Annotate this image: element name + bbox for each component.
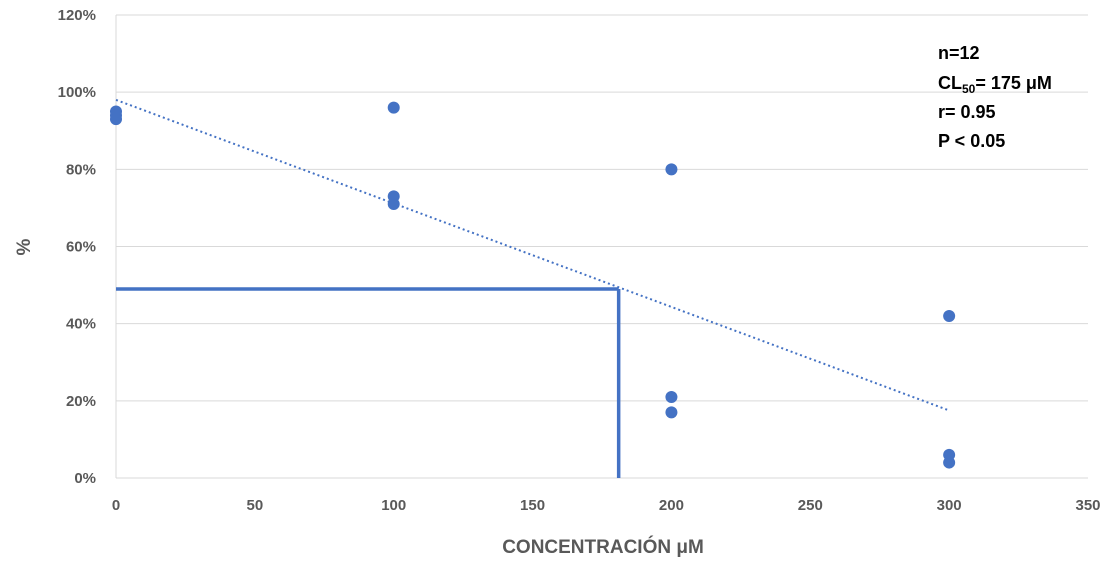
annotation-r: r= 0.95 [938,102,996,122]
y-tick-label: 80% [66,161,96,178]
x-tick-label: 350 [1075,497,1100,514]
x-tick-label: 200 [659,497,684,514]
data-point [665,406,678,419]
annotation-box: n=12 CL50= 175 μM r= 0.95 P < 0.05 [938,43,1052,151]
data-point [110,113,122,126]
annotation-cl-value: = 175 μM [975,73,1052,93]
annotation-p: P < 0.05 [938,131,1005,151]
y-tick-labels: 0% 20% 40% 60% 80% 100% 120% [58,7,96,487]
trendline [115,98,950,412]
data-point [665,390,678,403]
x-tick-label: 0 [112,497,120,514]
x-axis-title: CONCENTRACIÓN μM [502,536,704,558]
annotation-cl50: CL50= 175 μM [938,73,1052,96]
data-point [387,198,400,211]
x-tick-label: 100 [381,497,406,514]
lc50-marker-layer [116,287,621,478]
data-points [110,101,956,469]
data-point [387,101,400,114]
y-tick-label: 20% [66,393,96,410]
x-tick-labels: 0 50 100 150 200 250 300 350 [112,497,1101,514]
data-point [943,456,956,469]
trendline-layer [115,98,950,412]
x-tick-label: 50 [247,497,264,514]
annotation-cl-sub: 50 [962,82,976,96]
y-tick-label: 40% [66,316,96,333]
y-tick-label: 100% [58,84,96,101]
y-tick-label: 120% [58,7,96,24]
x-tick-label: 150 [520,497,545,514]
x-tick-label: 300 [937,497,962,514]
annotation-cl-prefix: CL [938,73,962,93]
y-tick-label: 60% [66,239,96,256]
x-tick-label: 250 [798,497,823,514]
annotation-n: n=12 [938,43,980,63]
y-tick-label: 0% [74,470,96,487]
gridlines [115,14,1088,479]
data-point [943,309,956,322]
y-axis-title: % [14,238,35,255]
data-point [665,163,678,176]
